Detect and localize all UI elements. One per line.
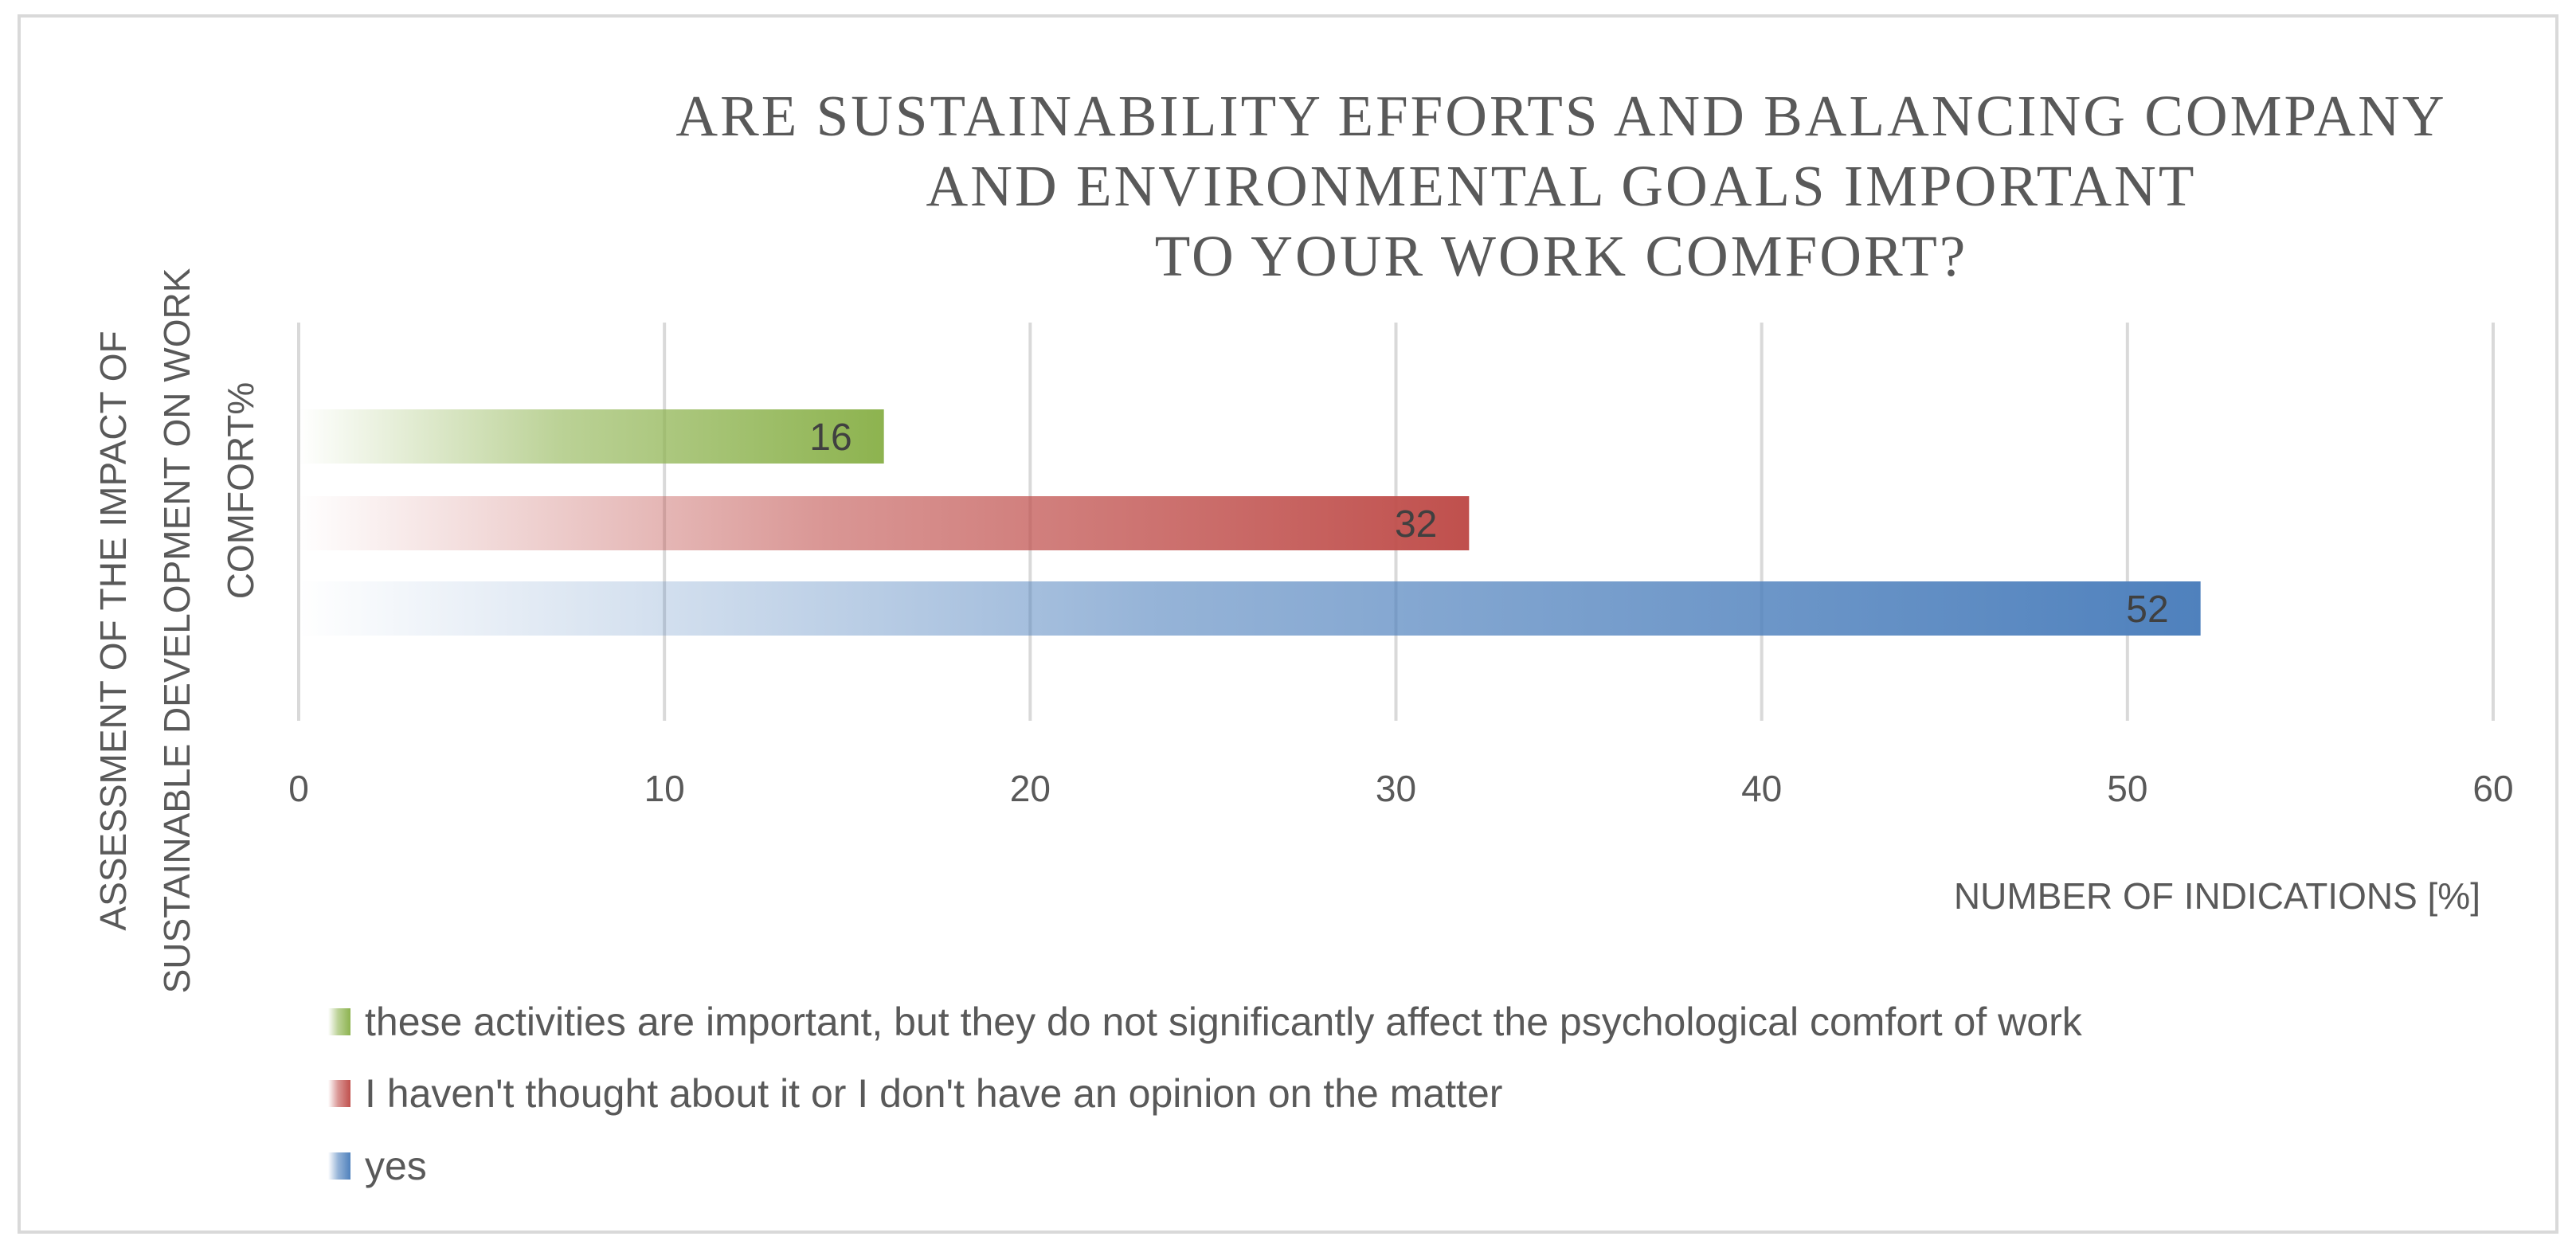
bar-value-label: 32	[1395, 503, 1437, 546]
legend-swatch	[328, 1008, 350, 1035]
bar	[299, 409, 884, 464]
x-axis-ticks: 0 10 20 30 40 50 60	[288, 768, 2513, 809]
x-axis-title: NUMBER OF INDICATIONS [%]	[1954, 875, 2480, 917]
y-axis-title: ASSESSMENT OF THE IMPACT OF SUSTAINABLE …	[92, 268, 261, 993]
x-tick-label: 50	[2107, 768, 2147, 809]
bar-value-label: 16	[809, 417, 851, 459]
legend: these activities are important, but they…	[328, 1000, 2083, 1188]
bar-value-label: 52	[2126, 589, 2168, 631]
ylabel-line-2: SUSTAINABLE DEVELOPMENT ON WORK	[156, 268, 198, 993]
legend-label: these activities are important, but they…	[365, 1000, 2083, 1044]
x-tick-label: 30	[1376, 768, 1416, 809]
ylabel-line-3: COMFORT%	[220, 382, 261, 600]
title-line-2: AND ENVIRONMENTAL GOALS IMPORTANT	[926, 154, 2197, 218]
legend-label: I haven't thought about it or I don't ha…	[365, 1071, 1502, 1116]
x-tick-label: 10	[644, 768, 685, 809]
ylabel-line-1: ASSESSMENT OF THE IMPACT OF	[92, 331, 134, 930]
title-line-1: ARE SUSTAINABILITY EFFORTS AND BALANCING…	[675, 84, 2446, 148]
bar	[299, 496, 1470, 550]
x-tick-label: 20	[1010, 768, 1051, 809]
x-tick-label: 0	[288, 768, 309, 809]
legend-label: yes	[365, 1144, 427, 1188]
chart-title: ARE SUSTAINABILITY EFFORTS AND BALANCING…	[675, 84, 2446, 288]
bars	[299, 409, 2201, 636]
data-labels: 16 32 52	[809, 417, 2168, 631]
legend-swatch	[328, 1152, 350, 1180]
legend-swatch	[328, 1080, 350, 1107]
bar	[299, 581, 2201, 636]
x-tick-label: 40	[1741, 768, 1782, 809]
title-line-3: TO YOUR WORK COMFORT?	[1155, 224, 1968, 288]
x-tick-label: 60	[2472, 768, 2513, 809]
